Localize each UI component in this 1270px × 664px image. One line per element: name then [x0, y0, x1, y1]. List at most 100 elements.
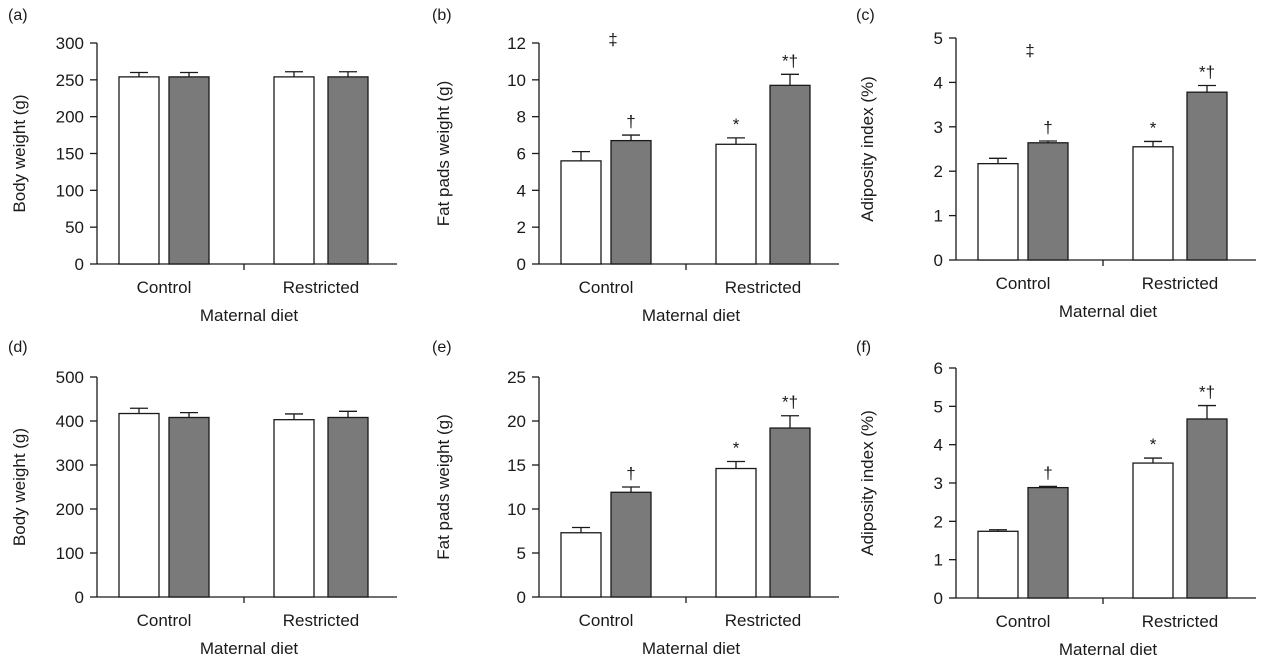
y-tick-label: 12 [507, 34, 526, 53]
y-tick-label: 0 [517, 588, 526, 607]
y-tick-label: 6 [934, 359, 943, 378]
y-tick-label: 3 [934, 118, 943, 137]
panel-label: (d) [8, 339, 28, 356]
bar [273, 419, 315, 598]
y-tick-label: 10 [507, 500, 526, 519]
panel-c: (c) 0 1 2 3 4 5 Adiposity index (%) Control Restr… [856, 7, 1256, 321]
y-tick-label: 200 [56, 500, 84, 519]
panel-d: (d) 0 100 200 300 400 500 Body weight (g) Contro… [8, 339, 397, 658]
x-category-label: Restricted [725, 278, 802, 297]
x-axis-label: Maternal diet [1059, 640, 1158, 659]
y-tick-label: 5 [934, 397, 943, 416]
y-tick-label: 4 [934, 73, 943, 92]
significance-marker: * [1150, 435, 1157, 454]
panel-f: (f) 0 1 2 3 4 5 6 Adiposity index (%) Control Rest… [856, 339, 1256, 659]
y-tick-label: 6 [517, 145, 526, 164]
y-tick-label: 2 [934, 512, 943, 531]
significance-marker: ‡ [1025, 41, 1034, 60]
bar [715, 143, 757, 265]
significance-marker: * [1150, 118, 1157, 137]
y-axis-label: Fat pads weight (g) [434, 81, 453, 227]
bar [168, 76, 210, 265]
bar [560, 160, 602, 265]
y-tick-label: 0 [934, 589, 943, 608]
y-tick-label: 100 [56, 544, 84, 563]
y-tick-label: 400 [56, 412, 84, 431]
y-tick-label: 4 [517, 181, 526, 200]
bar [1186, 418, 1228, 599]
y-axis-label: Fat pads weight (g) [434, 414, 453, 560]
y-tick-label: 200 [56, 108, 84, 127]
bar [327, 416, 369, 598]
panel-label: (c) [856, 7, 875, 24]
panel-label: (f) [856, 339, 871, 356]
y-tick-label: 100 [56, 181, 84, 200]
y-tick-label: 3 [934, 474, 943, 493]
y-tick-label: 50 [65, 218, 84, 237]
y-tick-label: 1 [934, 207, 943, 226]
y-tick-label: 300 [56, 34, 84, 53]
bar [273, 76, 315, 265]
bar [168, 416, 210, 598]
panel-label: (b) [432, 7, 452, 24]
significance-marker: *† [1199, 63, 1215, 82]
y-tick-label: 0 [75, 255, 84, 274]
bar [1027, 486, 1069, 599]
y-tick-label: 0 [517, 255, 526, 274]
x-category-label: Restricted [1142, 274, 1219, 293]
y-axis-label: Body weight (g) [10, 428, 29, 546]
bar [118, 76, 160, 265]
panel-label: (a) [8, 7, 28, 24]
x-category-label: Control [137, 611, 192, 630]
significance-marker: † [1043, 463, 1052, 482]
x-category-label: Control [996, 274, 1051, 293]
panel-e: (e) 0 5 10 15 20 25 Fat pads weight (g) Control R… [432, 339, 839, 658]
x-category-label: Control [579, 611, 634, 630]
y-tick-label: 500 [56, 368, 84, 387]
bar [1186, 91, 1228, 261]
bar [1132, 462, 1174, 599]
significance-marker: *† [1199, 383, 1215, 402]
x-category-label: Control [996, 612, 1051, 631]
x-category-label: Control [579, 278, 634, 297]
significance-marker: † [1043, 118, 1052, 137]
y-tick-label: 20 [507, 412, 526, 431]
y-tick-label: 150 [56, 145, 84, 164]
y-tick-label: 250 [56, 71, 84, 90]
significance-marker: * [733, 438, 740, 457]
y-tick-label: 25 [507, 368, 526, 387]
y-tick-label: 10 [507, 71, 526, 90]
y-tick-label: 8 [517, 108, 526, 127]
bar [1027, 142, 1069, 261]
y-tick-label: 0 [934, 251, 943, 270]
x-category-label: Restricted [1142, 612, 1219, 631]
y-tick-label: 4 [934, 436, 943, 455]
y-axis-label: Adiposity index (%) [858, 410, 877, 556]
bar [610, 139, 652, 265]
x-axis-label: Maternal diet [642, 639, 741, 658]
x-category-label: Restricted [725, 611, 802, 630]
bar [1132, 146, 1174, 261]
bar [118, 412, 160, 598]
significance-marker: *† [782, 51, 798, 70]
y-axis-label: Adiposity index (%) [858, 76, 877, 222]
bar [715, 467, 757, 598]
bar [327, 76, 369, 265]
y-tick-label: 5 [934, 29, 943, 48]
y-tick-label: 2 [517, 218, 526, 237]
bar [977, 530, 1019, 599]
y-tick-label: 5 [517, 544, 526, 563]
x-category-label: Restricted [283, 611, 360, 630]
significance-marker: † [626, 464, 635, 483]
significance-marker: *† [782, 393, 798, 412]
x-category-label: Control [137, 278, 192, 297]
y-tick-label: 2 [934, 162, 943, 181]
bar [977, 163, 1019, 261]
y-tick-label: 0 [75, 588, 84, 607]
significance-marker: † [626, 112, 635, 131]
bar [769, 427, 811, 598]
x-category-label: Restricted [283, 278, 360, 297]
bar [610, 491, 652, 598]
x-axis-label: Maternal diet [200, 306, 299, 325]
